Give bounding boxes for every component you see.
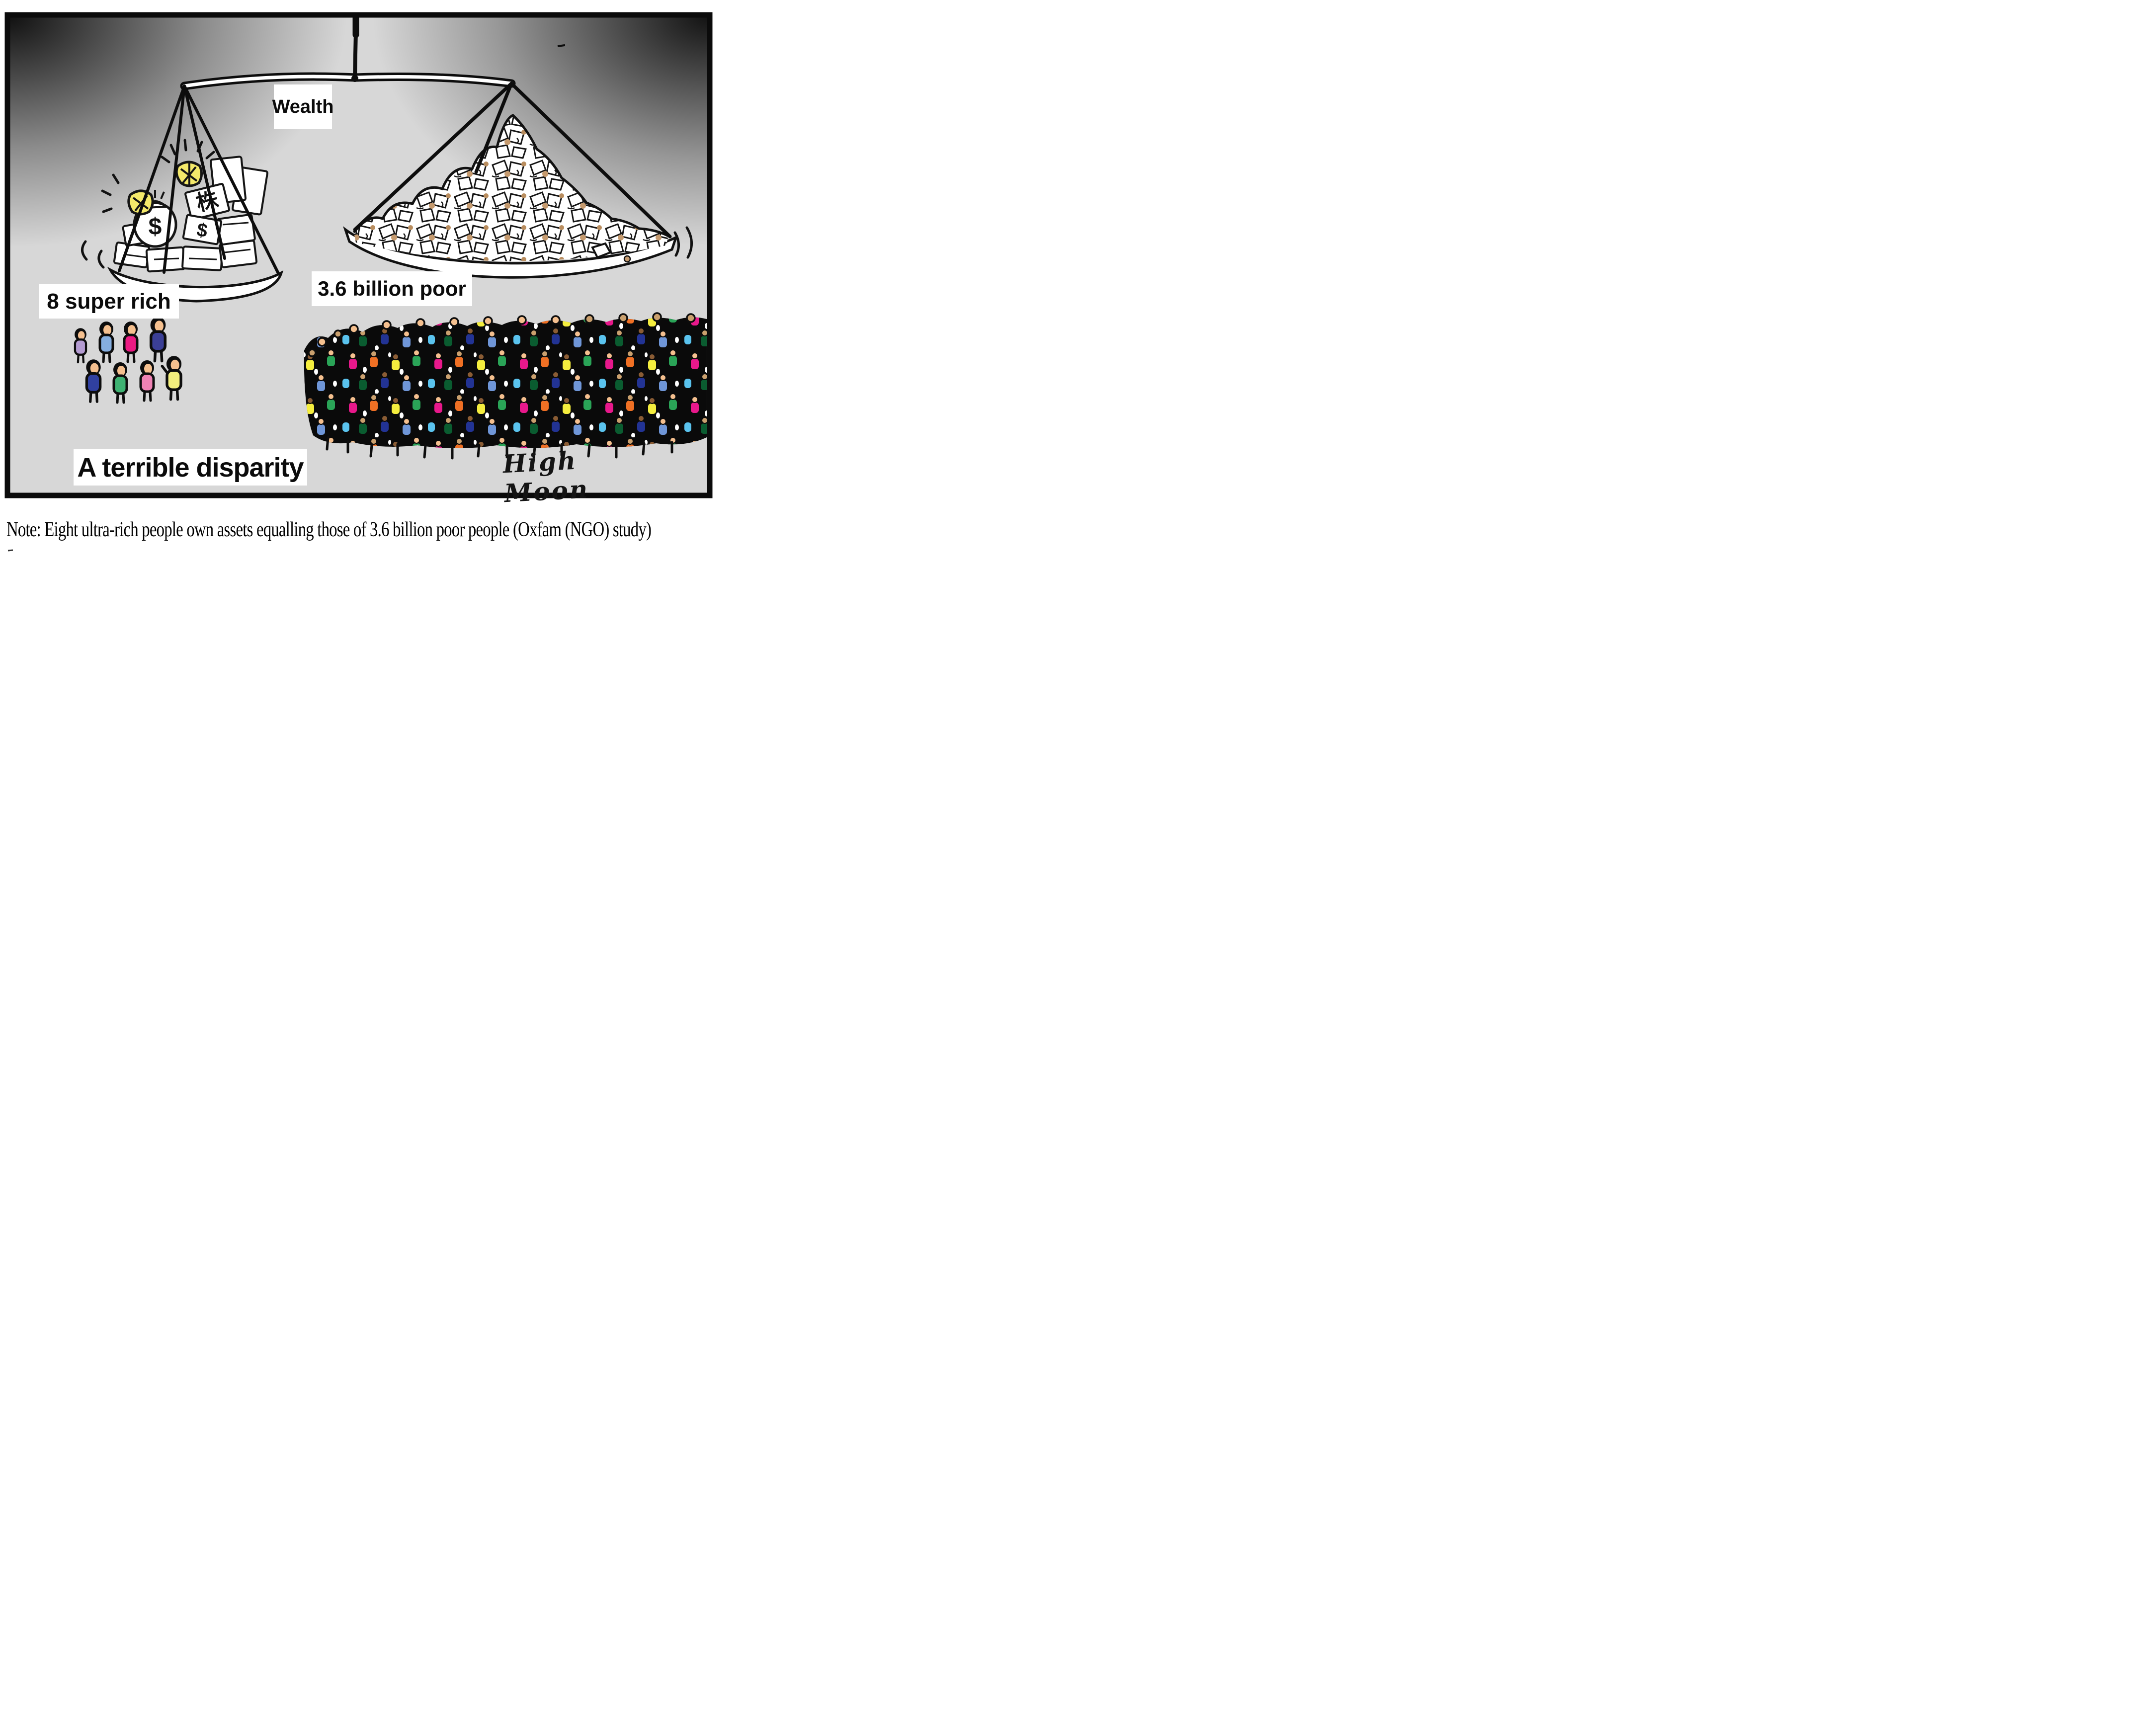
- cartoon-page: 株 $ $: [0, 0, 719, 570]
- gold-nuggets: [127, 161, 203, 216]
- right-pan-strings: [353, 81, 672, 239]
- crowd-head-row: [308, 312, 696, 357]
- stray-ink-mark: [557, 44, 566, 47]
- falling-piece: [591, 242, 631, 263]
- right-pan-group: [343, 81, 693, 279]
- crowd-legs: [326, 436, 673, 460]
- artist-signature: High Moon: [502, 445, 590, 508]
- caption-label: A terrible disparity: [74, 449, 307, 486]
- crowd-head-row: [317, 315, 561, 347]
- banknote: $: [182, 214, 223, 245]
- rich-person: [85, 359, 102, 403]
- rich-person: [149, 317, 167, 363]
- panel-border: [4, 12, 713, 498]
- rich-person: [161, 356, 182, 401]
- rich-person: [74, 328, 87, 364]
- billion-poor-label: 3.6 billion poor: [312, 271, 472, 306]
- rich-wealth-pile: 株 $ $: [101, 139, 268, 273]
- super-rich-group: [74, 317, 182, 404]
- right-swing-motion-lines: [673, 226, 693, 259]
- rich-person: [123, 322, 139, 363]
- rich-person: [112, 362, 128, 404]
- footnote-text: Note: Eight ultra-rich people own assets…: [6, 518, 652, 541]
- cartoon-canvas: 株 $ $: [4, 12, 713, 498]
- rich-person: [98, 322, 114, 363]
- poor-wealth-mound: [352, 114, 669, 261]
- balance-beam: [180, 14, 566, 90]
- stock-certificate: 株: [184, 183, 230, 221]
- dollar-sign: $: [149, 214, 162, 240]
- wealth-label: Wealth: [272, 84, 333, 129]
- right-pan: [343, 226, 678, 279]
- left-pan-strings: [118, 84, 280, 275]
- left-swing-motion-lines: [81, 240, 105, 269]
- poor-crowd: [304, 312, 707, 460]
- super-rich-label: 8 super rich: [39, 284, 179, 319]
- rich-person: [139, 360, 155, 402]
